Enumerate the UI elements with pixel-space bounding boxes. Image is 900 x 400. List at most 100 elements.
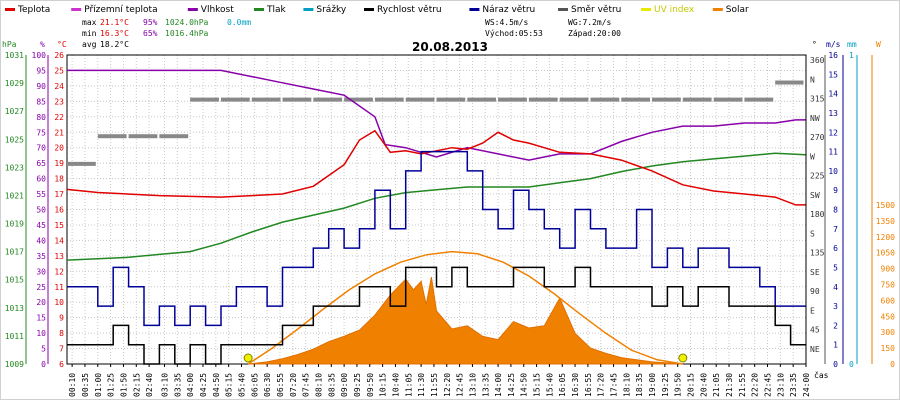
x-tick-label: 13:10 [468,373,477,397]
legend-label: Přízemní teplota [84,5,157,15]
legend-label: Solar [726,5,749,15]
humidity-axis-tick: 40 [36,236,46,245]
x-tick-label: 18:35 [635,373,644,397]
wind-axis-tick: 10 [828,167,838,176]
legend-swatch [254,8,264,11]
legend-swatch [364,8,374,11]
legend-label: Tlak [266,5,287,15]
legend-swatch [641,8,651,11]
wind-axis-tick: 15 [828,70,838,79]
wind-direction-mark [682,97,712,102]
direction-axis-tick: S [810,229,815,238]
x-tick-label: 11:55 [430,373,439,397]
x-tick-label: 02:15 [132,373,141,397]
humidity-axis-tick: 70 [36,144,46,153]
solar-axis-tick: 750 [881,281,896,290]
humidity-axis-tick: 95 [36,66,46,75]
direction-axis-tick: SE [810,268,820,277]
wind-axis-tick: 16 [828,51,838,60]
x-tick-label: 12:20 [443,373,452,397]
wind-direction-mark [775,80,804,85]
humidity-axis-tick: 75 [36,128,46,137]
x-tick-label: 21:05 [712,373,721,397]
stats-max-press: 1024.0hPa [165,18,209,27]
x-tick-label: 22:45 [764,373,773,397]
humidity-axis-tick: 5 [41,345,46,354]
wind-axis-tick: 7 [833,225,838,234]
temperature-axis-tick: 22 [54,113,64,122]
rain-axis-tick: 1 [849,51,854,60]
temperature-axis-tick: 25 [54,66,64,75]
x-tick-label: 04:25 [199,373,208,397]
legend-swatch [71,8,82,11]
x-tick-label: 09:25 [353,373,362,397]
x-tick-label: 03:10 [161,373,170,397]
x-tick-label: 18:10 [622,373,631,397]
humidity-axis-tick: 25 [36,283,46,292]
wind-direction-mark [313,97,343,102]
x-tick-label: 07:45 [302,373,311,397]
direction-axis-tick: N [810,75,815,84]
wind-axis-tick: 0 [833,360,838,369]
wind-axis-tick: 3 [833,302,838,311]
stats-min-hum: 65% [143,29,158,38]
wind-axis-tick: 11 [828,148,838,157]
wind-direction-mark [282,97,312,102]
x-tick-label: 16:05 [558,373,567,397]
wind-direction-mark [374,97,404,102]
solar-axis-tick: 1050 [876,249,895,258]
wind-direction-mark [67,161,96,166]
pressure-axis-tick: 1031 [5,51,24,60]
direction-axis-tick: 270 [810,133,825,142]
legend-label: Teplota [17,5,50,15]
x-tick-label: 17:20 [597,373,606,397]
chart-legend: Teplota Přízemní teplota Vlhkost Tlak Srážky… [5,5,749,15]
x-tick-label: 09:00 [340,373,349,397]
wind-direction-mark [467,97,497,102]
wind-speed-line [67,266,806,365]
humidity-axis-tick: 100 [32,51,47,60]
temperature-axis-tick: 12 [54,267,64,276]
legend-swatch [469,8,480,11]
stats-max-rain: 0.0mm [227,18,251,27]
wind-direction-mark [344,97,373,102]
temperature-axis-tick: 14 [54,236,64,245]
wind-direction-mark [159,134,189,139]
temperature-axis-tick: 18 [54,175,64,184]
x-tick-label: 17:45 [610,373,619,397]
x-tick-label: 08:10 [314,373,323,397]
direction-axis-tick: 360 [810,56,825,65]
unit-temp: °C [57,40,67,49]
x-tick-label: 04:00 [186,373,195,397]
x-tick-label: 22:20 [751,373,760,397]
unit-press: hPa [2,40,17,49]
x-tick-label: 19:50 [674,373,683,397]
stats-min-press: 1016.4hPa [165,29,209,38]
pressure-axis-tick: 1015 [5,276,24,285]
humidity-axis-tick: 60 [36,175,46,184]
x-tick-label: 03:35 [173,373,182,397]
direction-axis-tick: 45 [810,326,820,335]
pressure-axis-tick: 1027 [5,107,24,116]
humidity-axis-tick: 85 [36,97,46,106]
direction-axis-tick: 225 [810,172,825,181]
humidity-axis-tick: 50 [36,206,46,215]
temperature-axis-tick: 24 [54,82,64,91]
wind-axis-tick: 4 [833,283,838,292]
x-tick-label: 09:50 [366,373,375,397]
humidity-axis-tick: 10 [36,329,46,338]
sun-marker [243,353,253,363]
unit-x: čas [814,370,829,380]
humidity-axis-tick: 0 [41,360,46,369]
wind-direction-mark [498,97,527,102]
legend-label: Vlhkost [201,5,234,15]
x-tick-label: 02:40 [145,373,154,397]
x-tick-label: 11:05 [404,373,413,397]
wind-axis-tick: 14 [828,90,838,99]
stats-ws: WS:4.5m/s [485,18,529,27]
temperature-axis-tick: 20 [54,144,64,153]
x-tick-label: 19:25 [661,373,670,397]
x-tick-label: 06:55 [276,373,285,397]
legend-label: Směr větru [571,5,621,15]
